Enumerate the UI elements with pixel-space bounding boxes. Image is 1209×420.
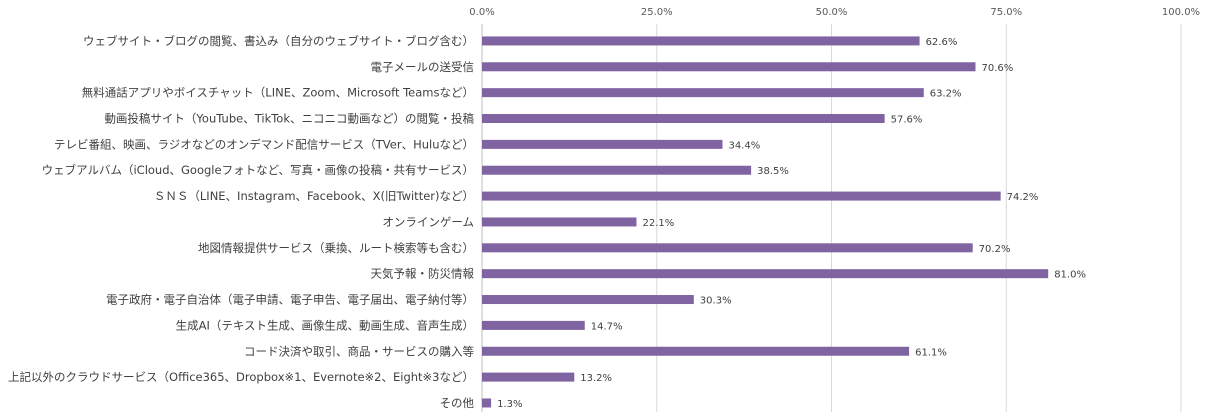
x-tick-label: 25.0% bbox=[641, 7, 673, 18]
bar bbox=[482, 88, 924, 98]
value-label: 22.1% bbox=[642, 218, 674, 229]
bar bbox=[482, 114, 885, 124]
x-axis: 0.0% 25.0% 50.0% 75.0% 100.0% bbox=[469, 7, 1200, 18]
category-label: ウェブサイト・ブログの閲覧、書込み（自分のウェブサイト・ブログ含む） bbox=[83, 34, 474, 48]
value-label: 1.3% bbox=[497, 399, 522, 410]
bar bbox=[482, 62, 976, 72]
category-labels: ウェブサイト・ブログの閲覧、書込み（自分のウェブサイト・ブログ含む） 電子メールの… bbox=[8, 34, 474, 410]
value-label: 13.2% bbox=[580, 373, 612, 384]
bar bbox=[482, 243, 973, 253]
bar bbox=[482, 139, 723, 149]
value-labels: 62.6% 70.6% 63.2% 57.6% 34.4% 38.5% 74.2% 22.1%… bbox=[497, 37, 1086, 410]
value-label: 14.7% bbox=[591, 321, 623, 332]
bar bbox=[482, 191, 1001, 201]
value-label: 30.3% bbox=[700, 296, 732, 307]
category-label: 上記以外のクラウドサービス（Office365、Dropbox※1、Everno… bbox=[8, 370, 474, 384]
bar bbox=[482, 320, 585, 330]
value-label: 74.2% bbox=[1007, 192, 1039, 203]
x-tick-label: 50.0% bbox=[816, 7, 848, 18]
bar bbox=[482, 295, 694, 305]
category-label: 動画投稿サイト（YouTube、TikTok、ニコニコ動画など）の閲覧・投稿 bbox=[104, 112, 474, 126]
bar bbox=[482, 36, 920, 46]
category-label: 生成AI（テキスト生成、画像生成、動画生成、音声生成） bbox=[176, 318, 474, 332]
category-label: 無料通話アプリやボイスチャット（LINE、Zoom、Microsoft Team… bbox=[82, 86, 474, 100]
category-label: ＳＮＳ（LINE、Instagram、Facebook、X(旧Twitter)な… bbox=[154, 189, 474, 203]
value-label: 57.6% bbox=[891, 115, 923, 126]
value-label: 61.1% bbox=[915, 347, 947, 358]
bar bbox=[482, 346, 910, 356]
x-tick-label: 75.0% bbox=[990, 7, 1022, 18]
category-label: コード決済や取引、商品・サービスの購入等 bbox=[244, 344, 474, 358]
value-label: 81.0% bbox=[1054, 270, 1086, 281]
category-label: オンラインゲーム bbox=[382, 215, 474, 229]
value-label: 70.6% bbox=[981, 63, 1013, 74]
value-label: 34.4% bbox=[728, 140, 760, 151]
category-label: ウェブアルバム（iCloud、Googleフォトなど、写真・画像の投稿・共有サー… bbox=[42, 163, 474, 177]
category-label: 電子メールの送受信 bbox=[371, 60, 475, 74]
value-label: 70.2% bbox=[979, 244, 1011, 255]
bar bbox=[482, 372, 575, 382]
category-label: その他 bbox=[440, 396, 475, 410]
bar bbox=[482, 269, 1049, 279]
category-label: 地図情報提供サービス（乗換、ルート検索等も含む） bbox=[198, 241, 474, 255]
x-tick-label: 0.0% bbox=[469, 7, 494, 18]
bar bbox=[482, 398, 492, 408]
bars bbox=[482, 36, 1049, 408]
category-label: テレビ番組、映画、ラジオなどのオンデマンド配信サービス（TVer、Huluなど） bbox=[54, 137, 474, 151]
category-label: 天気予報・防災情報 bbox=[371, 267, 475, 281]
bar bbox=[482, 165, 752, 175]
x-tick-label: 100.0% bbox=[1162, 7, 1200, 18]
value-label: 38.5% bbox=[757, 166, 789, 177]
value-label: 63.2% bbox=[930, 89, 962, 100]
category-label: 電子政府・電子自治体（電子申請、電子申告、電子届出、電子納付等） bbox=[106, 293, 474, 307]
bar bbox=[482, 217, 637, 227]
value-label: 62.6% bbox=[926, 37, 958, 48]
